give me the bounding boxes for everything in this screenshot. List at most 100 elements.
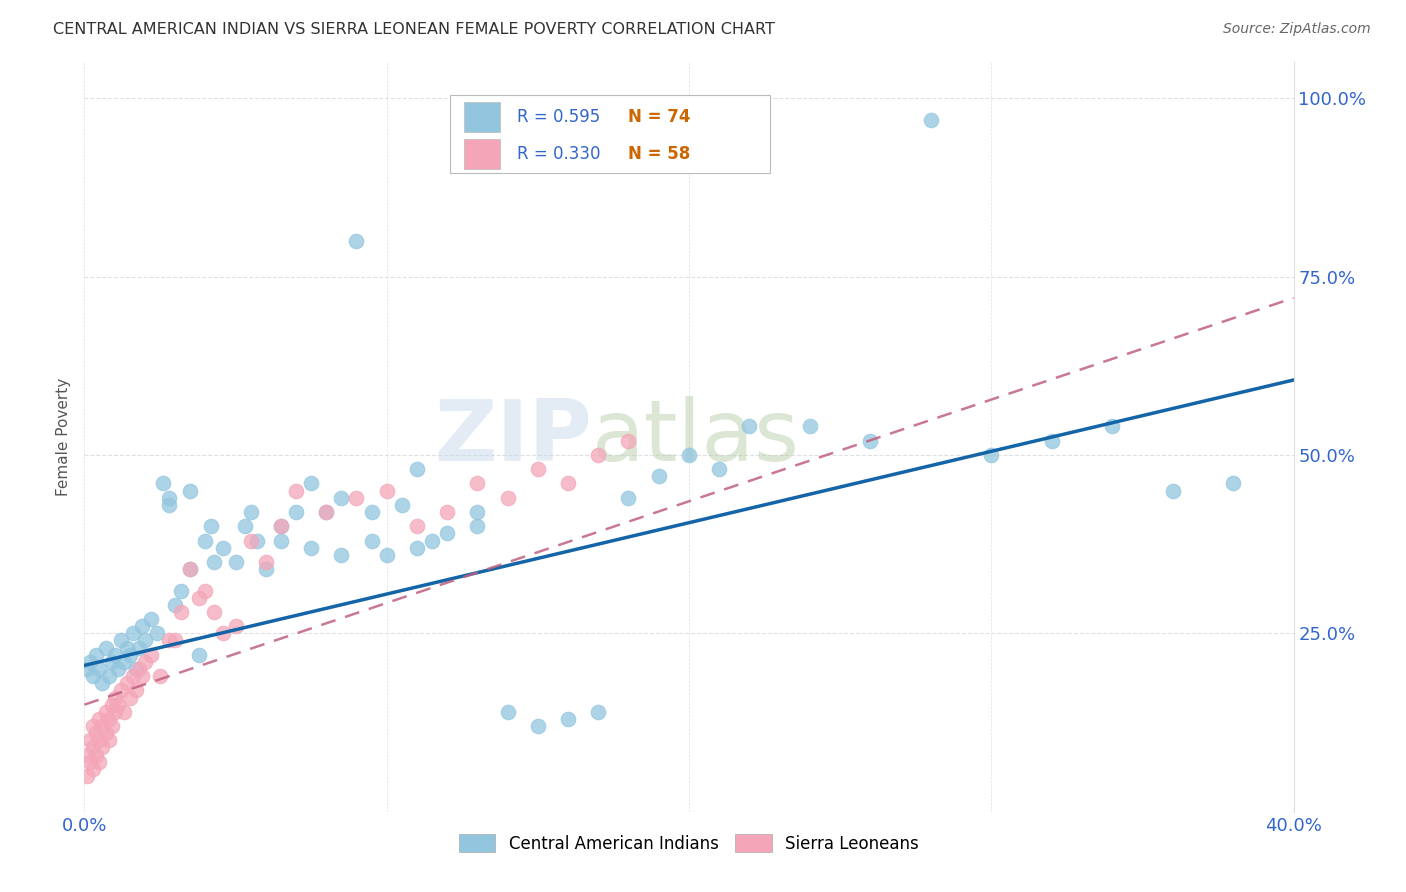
Point xyxy=(246,533,269,548)
Point xyxy=(1161,483,1184,498)
Point xyxy=(375,548,398,562)
Point xyxy=(94,705,117,719)
Point xyxy=(212,541,235,555)
Point xyxy=(97,669,120,683)
Point xyxy=(121,626,143,640)
Point xyxy=(104,690,127,705)
Point xyxy=(97,733,120,747)
Point xyxy=(330,491,353,505)
Point xyxy=(157,633,180,648)
Point xyxy=(82,719,104,733)
Point xyxy=(859,434,882,448)
Point xyxy=(82,669,104,683)
Point xyxy=(86,747,108,762)
Point xyxy=(157,491,180,505)
Point xyxy=(270,519,292,533)
Point xyxy=(270,519,292,533)
Bar xyxy=(464,102,501,132)
Point xyxy=(225,619,247,633)
Point xyxy=(157,498,180,512)
Point xyxy=(346,234,368,248)
Point xyxy=(107,662,129,676)
Point xyxy=(346,491,368,505)
Point xyxy=(104,705,127,719)
Point xyxy=(406,519,429,533)
Point xyxy=(233,519,256,533)
Point xyxy=(86,648,108,662)
Text: N = 58: N = 58 xyxy=(628,145,690,162)
Point xyxy=(588,705,610,719)
Point xyxy=(188,648,211,662)
Point xyxy=(617,434,640,448)
Point xyxy=(617,491,640,505)
Point xyxy=(1040,434,1063,448)
Point xyxy=(170,605,193,619)
FancyBboxPatch shape xyxy=(450,95,770,173)
Point xyxy=(406,462,429,476)
Point xyxy=(496,705,519,719)
Point xyxy=(588,448,610,462)
Point xyxy=(299,541,322,555)
Point xyxy=(97,712,120,726)
Point xyxy=(315,505,337,519)
Point xyxy=(165,633,187,648)
Point xyxy=(738,419,761,434)
Y-axis label: Female Poverty: Female Poverty xyxy=(56,378,72,496)
Point xyxy=(212,626,235,640)
Point xyxy=(125,662,148,676)
Point xyxy=(89,712,111,726)
Point xyxy=(285,505,308,519)
Point xyxy=(467,519,489,533)
Text: R = 0.595: R = 0.595 xyxy=(517,108,600,126)
Point xyxy=(330,548,353,562)
Point xyxy=(79,655,101,669)
Text: CENTRAL AMERICAN INDIAN VS SIERRA LEONEAN FEMALE POVERTY CORRELATION CHART: CENTRAL AMERICAN INDIAN VS SIERRA LEONEA… xyxy=(53,22,775,37)
Point xyxy=(94,726,117,740)
Point xyxy=(165,598,187,612)
Text: R = 0.330: R = 0.330 xyxy=(517,145,600,162)
Point xyxy=(648,469,671,483)
Point xyxy=(527,719,550,733)
Point xyxy=(76,662,98,676)
Point xyxy=(94,640,117,655)
Point xyxy=(89,755,111,769)
Point xyxy=(112,655,135,669)
Point xyxy=(239,533,262,548)
Point xyxy=(391,498,413,512)
Text: atlas: atlas xyxy=(592,395,800,479)
Point xyxy=(131,669,153,683)
Point xyxy=(202,605,225,619)
Point xyxy=(980,448,1002,462)
Text: ZIP: ZIP xyxy=(434,395,592,479)
Point xyxy=(91,740,114,755)
Point xyxy=(709,462,731,476)
Point xyxy=(152,476,174,491)
Point xyxy=(125,683,148,698)
Point xyxy=(467,476,489,491)
Point xyxy=(285,483,308,498)
Point xyxy=(239,505,262,519)
Point xyxy=(170,583,193,598)
Point xyxy=(139,612,162,626)
Point xyxy=(436,505,458,519)
Point xyxy=(146,626,169,640)
Text: N = 74: N = 74 xyxy=(628,108,690,126)
Point xyxy=(527,462,550,476)
Point xyxy=(1222,476,1244,491)
Point xyxy=(139,648,162,662)
Point xyxy=(82,740,104,755)
Point xyxy=(406,541,429,555)
Point xyxy=(436,526,458,541)
Point xyxy=(89,733,111,747)
Point xyxy=(121,669,143,683)
Point xyxy=(202,555,225,569)
Point xyxy=(299,476,322,491)
Point xyxy=(200,519,222,533)
Point xyxy=(82,762,104,776)
Point xyxy=(131,619,153,633)
Point xyxy=(420,533,443,548)
Point xyxy=(79,755,101,769)
Point xyxy=(188,591,211,605)
Point xyxy=(799,419,821,434)
Point xyxy=(76,747,98,762)
